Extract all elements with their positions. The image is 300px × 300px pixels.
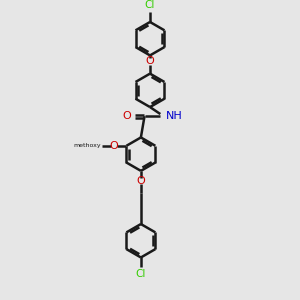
Text: methoxy: methoxy	[74, 143, 101, 148]
Text: O: O	[122, 111, 131, 121]
Text: Cl: Cl	[145, 0, 155, 11]
Text: O: O	[109, 141, 118, 151]
Text: O: O	[146, 56, 154, 67]
Text: NH: NH	[166, 111, 182, 121]
Text: O: O	[136, 176, 145, 186]
Text: Cl: Cl	[136, 269, 146, 279]
